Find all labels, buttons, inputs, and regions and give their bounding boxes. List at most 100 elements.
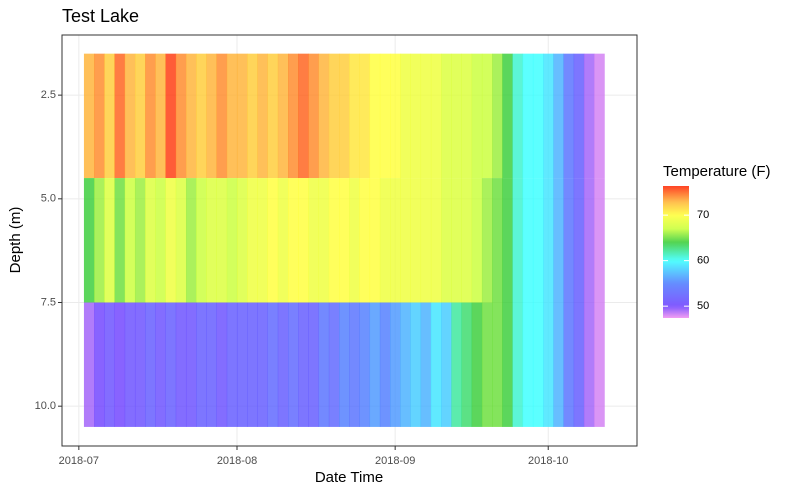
heat-cell — [94, 302, 105, 427]
heat-cell — [185, 178, 197, 303]
y-tick-label: 2.5 — [41, 89, 56, 101]
y-tick-label: 5.0 — [41, 193, 56, 205]
heat-cell — [583, 178, 595, 303]
heat-cell — [451, 302, 462, 427]
heat-cell — [349, 53, 360, 179]
heat-cell — [308, 302, 320, 427]
heat-cell — [318, 178, 330, 303]
heat-cell — [165, 302, 177, 427]
heat-cell — [185, 302, 197, 427]
heat-cell — [441, 178, 452, 303]
x-tick-label: 2018-10 — [528, 455, 568, 467]
heat-cell — [196, 302, 207, 427]
panel-border — [61, 34, 638, 447]
heat-cell — [451, 53, 462, 179]
heat-cell — [583, 53, 595, 179]
heat-cell — [288, 302, 299, 427]
heat-cell — [175, 302, 187, 427]
heat-cell — [318, 302, 330, 427]
heat-cell — [573, 53, 585, 179]
heat-cell — [594, 53, 605, 179]
heat-cell — [226, 302, 238, 427]
heat-cell — [420, 53, 432, 179]
heat-cell — [83, 53, 95, 179]
heat-cell — [175, 53, 187, 179]
heat-cell — [124, 53, 136, 179]
heat-cell — [492, 53, 503, 179]
heat-cell — [328, 53, 340, 179]
heat-cell — [104, 53, 115, 179]
heat-cell — [543, 178, 554, 303]
heat-cell — [298, 302, 309, 427]
heat-cell — [543, 53, 554, 179]
heat-cell — [94, 53, 105, 179]
heat-cell — [543, 302, 554, 427]
heat-cell — [339, 53, 350, 179]
heat-cell — [563, 178, 575, 303]
heat-cell — [553, 302, 564, 427]
heat-cell — [471, 178, 483, 303]
heat-cell — [461, 178, 473, 303]
x-tick-label: 2018-08 — [217, 455, 257, 467]
heat-cell — [512, 302, 524, 427]
heat-cell — [277, 53, 289, 179]
heat-cell — [288, 178, 299, 303]
heat-cell — [134, 302, 146, 427]
heat-cell — [441, 53, 452, 179]
heat-cell — [481, 178, 493, 303]
heat-cell — [124, 302, 136, 427]
heat-cell — [288, 53, 299, 179]
heat-cell — [410, 302, 422, 427]
heat-cell — [390, 302, 401, 427]
heat-cell — [145, 302, 156, 427]
heat-cell — [532, 302, 544, 427]
heat-cell — [175, 178, 187, 303]
heat-cell — [369, 178, 381, 303]
heat-cell — [502, 302, 513, 427]
heat-cell — [155, 302, 166, 427]
heat-cell — [155, 178, 166, 303]
heat-cell — [114, 302, 126, 427]
heat-cell — [237, 178, 248, 303]
heat-cell — [379, 53, 391, 179]
heat-cell — [298, 178, 309, 303]
heat-cell — [379, 302, 391, 427]
heat-cell — [553, 53, 564, 179]
heat-cell — [83, 302, 95, 427]
colorbar — [663, 186, 689, 318]
heat-cell — [583, 302, 595, 427]
heat-cell — [114, 178, 126, 303]
heat-cell — [267, 302, 279, 427]
y-axis-label: Depth (m) — [7, 207, 24, 274]
heat-cell — [247, 178, 258, 303]
heat-cell — [318, 53, 330, 179]
heat-cell — [257, 53, 269, 179]
heat-cell — [145, 53, 156, 179]
colorbar-tick-label: 50 — [697, 300, 709, 312]
heat-cell — [522, 302, 534, 427]
heat-cell — [563, 53, 575, 179]
heat-cell — [277, 302, 289, 427]
heat-cell — [410, 178, 422, 303]
heat-cell — [369, 302, 381, 427]
heat-cell — [206, 53, 217, 179]
heat-cell — [390, 178, 401, 303]
heat-cell — [359, 302, 371, 427]
heat-cell — [471, 302, 483, 427]
heat-cell — [277, 178, 289, 303]
heat-cell — [512, 178, 524, 303]
heat-cell — [216, 302, 228, 427]
heat-cell — [308, 178, 320, 303]
heat-cell — [430, 53, 442, 179]
heat-cell — [196, 178, 207, 303]
heat-cell — [502, 178, 513, 303]
heat-cell — [390, 53, 401, 179]
x-tick-label: 2018-07 — [59, 455, 99, 467]
heat-cell — [492, 302, 503, 427]
heat-cell — [339, 178, 350, 303]
heat-cell — [451, 178, 462, 303]
heat-cell — [257, 302, 269, 427]
heat-cell — [400, 302, 411, 427]
heat-cell — [339, 302, 350, 427]
heat-cell — [124, 178, 136, 303]
